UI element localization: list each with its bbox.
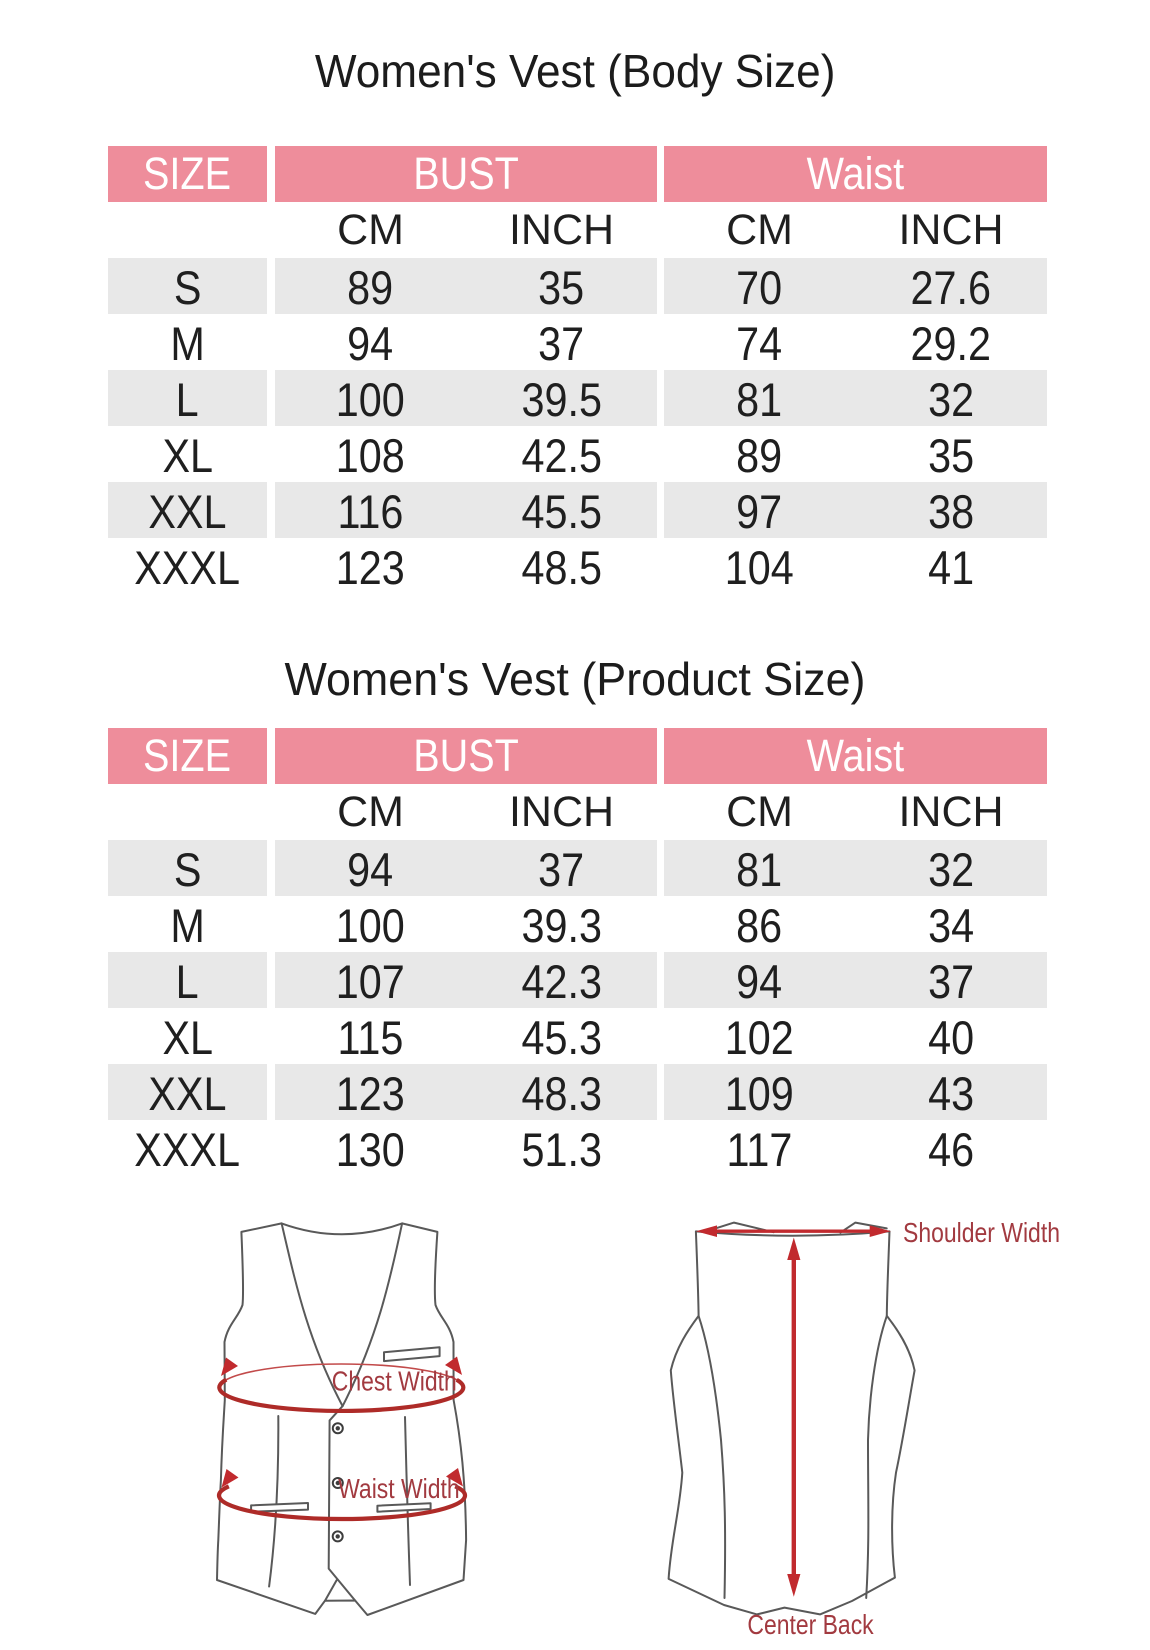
svg-text:Shoulder Width: Shoulder Width [903, 1218, 1060, 1249]
svg-text:Center Back: Center Back [747, 1610, 873, 1641]
svg-text:Waist Width: Waist Width [338, 1474, 460, 1505]
svg-text:Chest Width: Chest Width [332, 1367, 457, 1398]
